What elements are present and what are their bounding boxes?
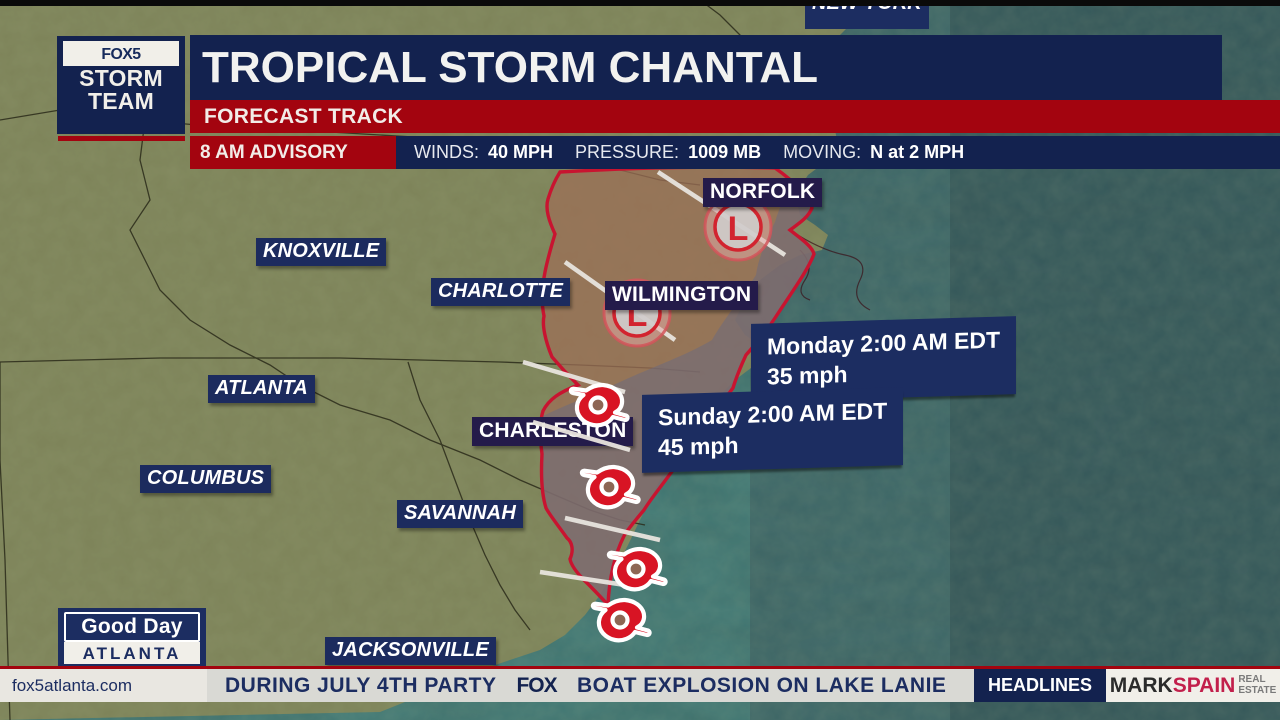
svg-text:FOX5: FOX5 — [101, 46, 141, 63]
